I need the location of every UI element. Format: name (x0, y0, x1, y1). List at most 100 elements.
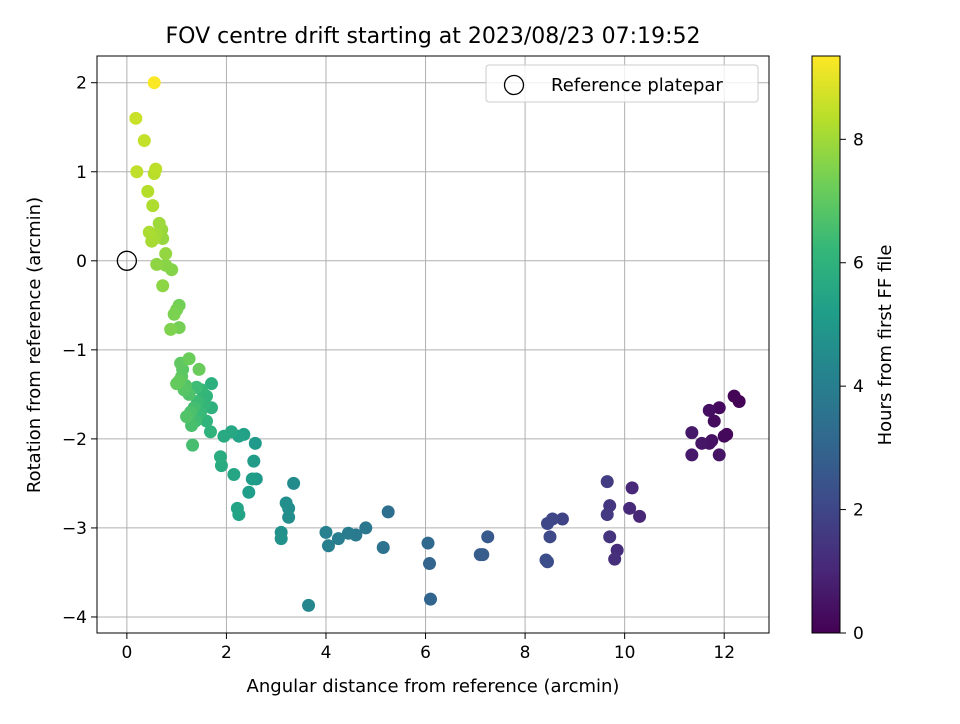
y-tick-label: 1 (76, 163, 87, 183)
data-point (192, 362, 206, 376)
data-point (359, 521, 373, 535)
colorbar-tick-label: 0 (853, 624, 864, 644)
legend-marker (503, 74, 525, 96)
data-point (623, 501, 637, 515)
y-tick-label: −4 (62, 608, 87, 628)
chart-title: FOV centre drift starting at 2023/08/23 … (166, 24, 701, 49)
data-point (186, 438, 200, 452)
data-point (152, 216, 166, 230)
data-point (213, 450, 227, 464)
colorbar-label: Hours from first FF file (875, 245, 896, 446)
data-point (204, 377, 218, 391)
data-point (600, 508, 614, 522)
data-point (150, 257, 164, 271)
data-point (142, 225, 156, 239)
x-tick-label: 4 (321, 643, 332, 663)
data-point (227, 468, 241, 482)
data-point (159, 247, 173, 261)
data-point (129, 111, 143, 125)
data-point (707, 414, 721, 428)
data-point (230, 501, 244, 515)
y-axis-ticks: −4 −3 −2 −1 0 1 2 (62, 74, 97, 628)
y-tick-label: −3 (62, 519, 87, 539)
data-point (245, 472, 259, 486)
data-point (217, 429, 231, 443)
colorbar-ticks: 0 2 4 6 8 (840, 130, 864, 644)
data-point (603, 530, 617, 544)
data-point (341, 526, 355, 540)
data-point (376, 541, 390, 555)
data-point (149, 162, 163, 176)
data-point (555, 512, 569, 526)
data-point (203, 425, 217, 439)
data-point (685, 426, 699, 440)
colorbar-tick-label: 6 (853, 254, 864, 274)
data-point (608, 552, 622, 566)
colorbar: 0 2 4 6 8 Hours from first FF file (811, 55, 896, 644)
colorbar-gradient (811, 55, 841, 634)
data-point (702, 403, 716, 417)
data-point (717, 429, 731, 443)
data-point (539, 553, 553, 567)
colorbar-tick-label: 4 (853, 377, 864, 397)
legend-label: Reference platepar (551, 75, 723, 96)
x-tick-label: 12 (713, 643, 735, 663)
legend-box (485, 64, 759, 103)
x-tick-label: 6 (420, 643, 431, 663)
data-point (633, 509, 647, 523)
data-point (156, 279, 170, 293)
data-point (141, 184, 155, 198)
data-point (137, 134, 151, 148)
data-point (331, 532, 345, 546)
data-point (712, 401, 726, 415)
plot-frame (96, 55, 770, 634)
data-point (302, 598, 316, 612)
data-point (167, 307, 181, 321)
data-point (423, 557, 437, 571)
data-point (543, 530, 557, 544)
data-point (321, 539, 335, 553)
data-point (182, 352, 196, 366)
data-point (247, 454, 261, 468)
y-tick-label: −2 (62, 430, 87, 450)
reference-platepar-marker (116, 250, 138, 271)
data-point (424, 592, 438, 606)
data-point (164, 322, 178, 336)
data-point (282, 510, 296, 524)
legend: Reference platepar (485, 64, 759, 103)
colorbar-tick-label: 8 (853, 130, 864, 150)
y-axis-label: Rotation from reference (arcmin) (24, 197, 45, 493)
y-tick-label: −1 (62, 341, 87, 361)
data-point (727, 389, 741, 403)
data-point (248, 436, 262, 450)
data-point (274, 532, 288, 546)
data-point (146, 199, 160, 213)
x-tick-label: 8 (520, 643, 531, 663)
x-tick-label: 0 (121, 643, 132, 663)
data-point (685, 448, 699, 462)
y-tick-label: 2 (76, 74, 87, 94)
data-point (147, 76, 161, 90)
data-point (242, 485, 256, 499)
data-point (279, 496, 293, 510)
data-point (130, 165, 144, 179)
data-points (129, 76, 746, 612)
data-point (170, 377, 184, 391)
reference-point-layer (116, 250, 138, 271)
x-axis-label: Angular distance from reference (arcmin) (247, 676, 620, 697)
data-point (381, 505, 395, 519)
data-point (180, 410, 194, 424)
data-point (600, 475, 614, 489)
x-axis-ticks: 0 2 4 6 8 10 12 (121, 633, 735, 663)
data-point (695, 436, 709, 450)
data-point (319, 525, 333, 539)
data-point (625, 481, 639, 495)
y-tick-label: 0 (76, 252, 87, 272)
data-point (481, 530, 495, 544)
data-point (287, 476, 301, 490)
x-tick-label: 2 (221, 643, 232, 663)
data-point (473, 548, 487, 562)
colorbar-tick-label: 2 (853, 501, 864, 521)
